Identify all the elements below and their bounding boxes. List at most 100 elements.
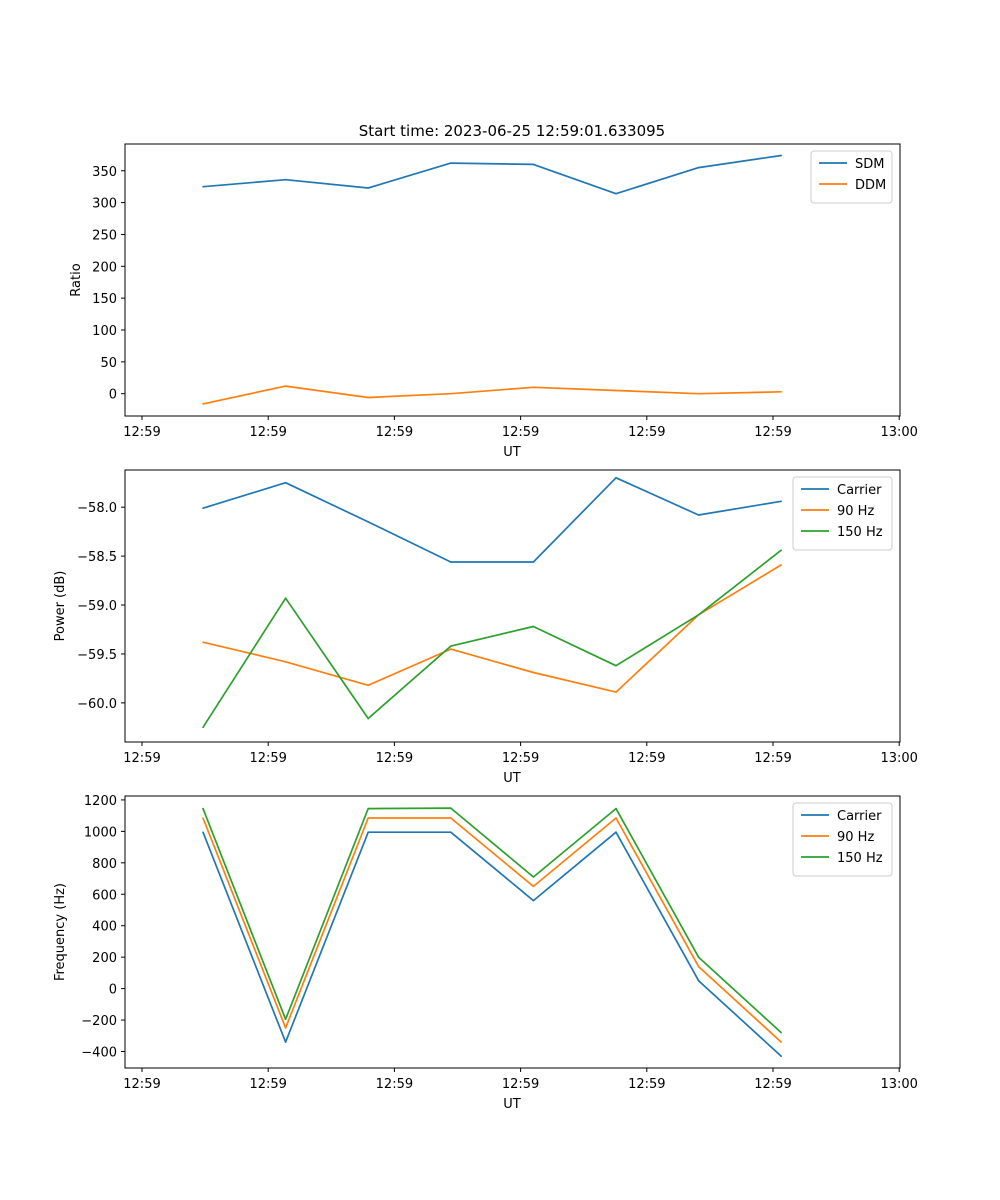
y-tick-label: 100 xyxy=(92,324,117,339)
data-point xyxy=(367,684,370,687)
legend-box xyxy=(810,150,893,204)
y-tick-label: 800 xyxy=(92,857,117,872)
data-point xyxy=(615,817,617,819)
x-tick-label: 12:59 xyxy=(376,1077,413,1092)
y-tick-label: −59.0 xyxy=(77,599,117,614)
data-point xyxy=(532,163,535,166)
data-point xyxy=(450,561,452,563)
y-tick-label: −59.5 xyxy=(77,648,117,663)
y-tick-label: 0 xyxy=(109,983,117,998)
data-point xyxy=(367,521,370,523)
legend: Carrier 90 Hz 150 Hz xyxy=(792,802,893,877)
data-point xyxy=(202,831,204,833)
y-tick-label: 0 xyxy=(109,388,117,403)
axes-frame xyxy=(124,143,901,417)
data-point xyxy=(780,390,782,393)
x-tick-label: 12:59 xyxy=(123,1077,160,1092)
data-point xyxy=(697,979,700,982)
y-tick-label: 1200 xyxy=(84,794,117,809)
data-point xyxy=(615,807,617,810)
x-tick-label: 12:59 xyxy=(249,1077,286,1092)
data-point xyxy=(450,162,452,164)
data-point xyxy=(532,561,535,563)
x-tick-label: 12:59 xyxy=(628,751,665,766)
x-tick-label: 12:59 xyxy=(376,425,413,440)
y-tick-label: 1000 xyxy=(84,825,117,840)
axes-frame xyxy=(124,795,901,1069)
y-tick-label: −400 xyxy=(81,1045,117,1060)
series-line-carrier xyxy=(202,476,782,563)
data-point xyxy=(202,507,204,509)
data-point xyxy=(697,166,700,169)
data-point xyxy=(780,549,782,552)
y-tick-label: 200 xyxy=(92,260,117,275)
data-point xyxy=(202,726,204,729)
series-line-ddm xyxy=(202,385,782,405)
data-point xyxy=(367,187,370,189)
data-point xyxy=(367,396,370,399)
y-tick-label: 400 xyxy=(92,920,117,935)
plots: 12:59 12:59 12:59 12:59 12:59 12:59 13:00 0 50 10… xyxy=(53,143,918,1112)
data-point xyxy=(202,403,204,405)
data-point xyxy=(532,885,535,888)
x-tick-label: 12:59 xyxy=(123,751,160,766)
y-tick-label: −60.0 xyxy=(77,697,117,712)
data-point xyxy=(284,660,287,663)
data-point xyxy=(780,1055,782,1058)
data-point xyxy=(284,597,287,599)
data-point xyxy=(367,831,370,833)
legend: SDM DDM xyxy=(810,150,893,204)
data-point xyxy=(284,385,287,387)
data-point xyxy=(284,1027,287,1029)
data-point xyxy=(450,392,452,395)
data-point xyxy=(367,807,370,810)
data-point xyxy=(615,389,617,392)
data-point xyxy=(780,1041,782,1043)
data-point xyxy=(615,691,617,693)
data-point xyxy=(615,192,617,195)
x-tick-label: 12:59 xyxy=(502,1077,539,1092)
x-tick-label: 12:59 xyxy=(502,425,539,440)
legend-label: 150 Hz xyxy=(837,525,883,540)
data-point xyxy=(780,500,782,503)
legend-label: DDM xyxy=(855,178,886,193)
data-point xyxy=(780,1031,782,1034)
data-point xyxy=(532,386,535,389)
data-point xyxy=(697,956,700,958)
y-tick-label: −200 xyxy=(81,1014,117,1029)
data-point xyxy=(284,481,287,484)
x-tick-label: 12:59 xyxy=(754,751,791,766)
x-tick-label: 12:59 xyxy=(123,425,160,440)
y-tick-label: 300 xyxy=(92,197,117,212)
data-point xyxy=(780,154,782,157)
data-point xyxy=(532,876,535,878)
data-point xyxy=(532,899,535,902)
x-tick-label: 12:59 xyxy=(628,1077,665,1092)
legend: Carrier 90 Hz 150 Hz xyxy=(792,476,893,551)
y-tick-label: 350 xyxy=(92,165,117,180)
data-point xyxy=(202,641,204,644)
series-line-90-hz xyxy=(202,817,782,1043)
x-tick-label: 12:59 xyxy=(376,751,413,766)
data-point xyxy=(367,817,370,819)
legend-label: 150 Hz xyxy=(837,851,883,866)
axes-frame xyxy=(124,469,901,743)
y-tick-label: 50 xyxy=(100,356,117,371)
y-axis-label: Frequency (Hz) xyxy=(53,883,68,981)
y-tick-label: 250 xyxy=(92,228,117,243)
data-point xyxy=(615,664,617,667)
chart-panel-1: 12:59 12:59 12:59 12:59 12:59 12:59 13:00 0 50 10… xyxy=(69,143,918,460)
data-point xyxy=(202,817,204,819)
data-point xyxy=(202,807,204,810)
legend-label: Carrier xyxy=(837,809,882,824)
x-tick-label: 12:59 xyxy=(249,425,286,440)
x-tick-label: 13:00 xyxy=(880,1077,917,1092)
data-point xyxy=(284,1018,287,1021)
x-axis-label: UT xyxy=(503,1097,521,1112)
y-tick-label: −58.5 xyxy=(77,550,117,565)
x-axis-label: UT xyxy=(503,771,521,786)
x-tick-label: 12:59 xyxy=(502,751,539,766)
x-tick-label: 13:00 xyxy=(880,751,917,766)
series-line-90-hz xyxy=(202,564,782,693)
